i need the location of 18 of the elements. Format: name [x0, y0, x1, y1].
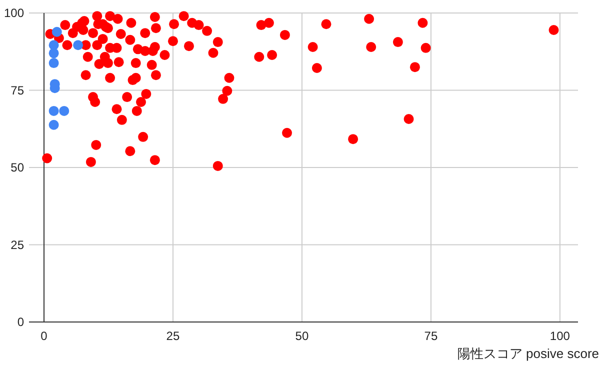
point	[48, 48, 59, 58]
x-tick-label: 0	[40, 329, 48, 343]
x-tick-label: 75	[424, 329, 438, 343]
point	[59, 106, 70, 116]
x-tick-label: 50	[295, 329, 309, 343]
x-axis-title: 陽性スコア posive score	[457, 346, 599, 361]
point	[48, 58, 59, 68]
point	[73, 40, 84, 50]
x-tick-label: 100	[550, 329, 570, 343]
point	[48, 120, 59, 130]
y-tick-label: 25	[10, 238, 24, 252]
point	[48, 106, 59, 116]
y-tick-label: 50	[10, 160, 24, 174]
x-tick-label: 25	[166, 329, 180, 343]
y-tick-label: 100	[4, 6, 24, 20]
y-tick-label: 75	[10, 83, 24, 98]
point	[52, 26, 62, 37]
y-tick-label: 0	[17, 315, 24, 329]
